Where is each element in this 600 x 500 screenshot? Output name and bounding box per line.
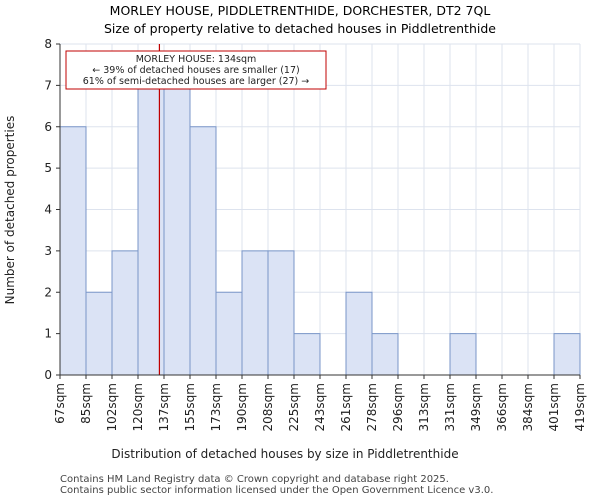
bar — [241, 250, 269, 376]
annotation-frame — [65, 50, 327, 90]
x-tick-label: 137sqm — [157, 383, 171, 431]
footer-line-1: Contains HM Land Registry data © Crown c… — [60, 474, 449, 485]
x-tick-label: 225sqm — [287, 383, 301, 431]
bar — [85, 291, 113, 376]
footer-line-2: Contains public sector information licen… — [60, 485, 494, 496]
bar — [215, 291, 243, 376]
y-tick-label: 7 — [44, 78, 52, 92]
x-tick-label: 419sqm — [573, 383, 587, 431]
bar — [449, 333, 477, 376]
x-tick-label: 85sqm — [79, 383, 93, 424]
x-tick-label: 384sqm — [521, 383, 535, 431]
y-tick-label: 3 — [44, 244, 52, 258]
bar — [553, 333, 581, 376]
bar — [371, 333, 399, 376]
x-axis-label: Distribution of detached houses by size … — [111, 447, 458, 461]
annotation-line-1: MORLEY HOUSE: 134sqm — [136, 54, 257, 65]
chart-subtitle: Size of property relative to detached ho… — [104, 21, 496, 36]
y-tick-label: 4 — [44, 203, 52, 217]
x-tick-label: 366sqm — [495, 383, 509, 431]
x-tick-label: 349sqm — [469, 383, 483, 431]
bar — [293, 333, 321, 376]
x-tick-label: 190sqm — [235, 383, 249, 431]
y-tick-label: 8 — [44, 37, 52, 51]
bar — [59, 126, 87, 376]
bar — [345, 291, 373, 376]
x-tick-label: 296sqm — [391, 383, 405, 431]
annotation-line-2: ← 39% of detached houses are smaller (17… — [92, 65, 299, 76]
x-tick-label: 261sqm — [339, 383, 353, 431]
y-axis-label: Number of detached properties — [3, 116, 17, 305]
annotation-line-3: 61% of semi-detached houses are larger (… — [83, 76, 310, 87]
x-tick-label: 278sqm — [365, 383, 379, 431]
x-tick-label: 102sqm — [105, 383, 119, 431]
bar — [111, 250, 139, 376]
bar — [267, 250, 295, 376]
annotation-box: MORLEY HOUSE: 134sqm ← 39% of detached h… — [65, 50, 327, 90]
x-tick-label: 67sqm — [53, 383, 67, 424]
x-tick-label: 120sqm — [131, 383, 145, 431]
y-tick-label: 2 — [44, 285, 52, 299]
bar — [189, 126, 217, 376]
x-tick-label: 313sqm — [417, 383, 431, 431]
y-tick-label: 0 — [44, 368, 52, 382]
x-tick-label: 401sqm — [547, 383, 561, 431]
bar — [137, 84, 165, 376]
x-tick-label: 243sqm — [313, 383, 327, 431]
x-tick-label: 208sqm — [261, 383, 275, 431]
x-ticks: 67sqm 85sqm 102sqm 120sqm 137sqm 155sqm 173sqm… — [53, 375, 587, 431]
x-tick-label: 155sqm — [183, 383, 197, 431]
y-tick-label: 1 — [44, 327, 52, 341]
y-ticks: 0 1 2 3 4 5 6 7 8 — [44, 37, 60, 382]
x-tick-label: 173sqm — [209, 383, 223, 431]
chart-title: MORLEY HOUSE, PIDDLETRENTHIDE, DORCHESTE… — [110, 3, 491, 18]
x-tick-label: 331sqm — [443, 383, 457, 431]
bar — [163, 84, 191, 376]
y-tick-label: 5 — [44, 161, 52, 175]
y-tick-label: 6 — [44, 120, 52, 134]
